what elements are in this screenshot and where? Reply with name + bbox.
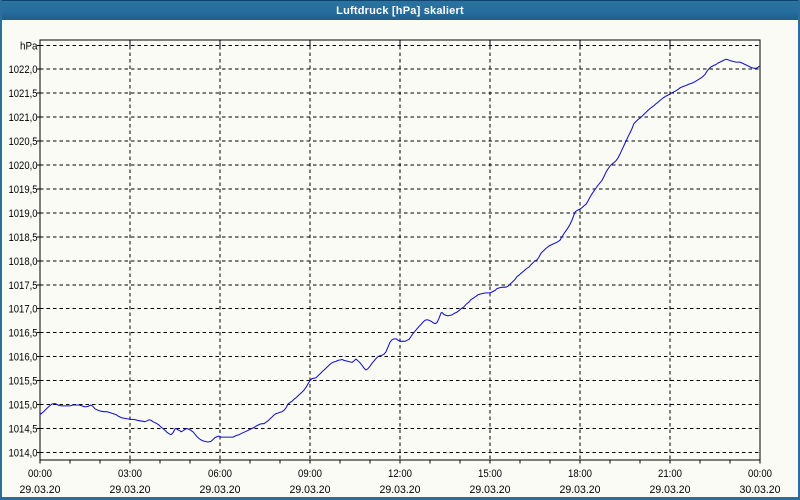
x-axis-time-label: 21:00 xyxy=(658,468,682,480)
chart-title-bar: Luftdruck [hPa] skaliert xyxy=(0,0,800,20)
pressure-curve xyxy=(39,58,760,443)
x-axis-time-label: 03:00 xyxy=(118,468,142,480)
y-axis-label: 1015,0 xyxy=(9,400,38,412)
x-axis-date-label: 29.03.20 xyxy=(200,484,241,496)
x-axis-date-label: 30.03.20 xyxy=(740,484,781,496)
y-axis-label: 1017,5 xyxy=(9,280,38,292)
y-axis-label: 1020,5 xyxy=(9,136,38,148)
y-axis-label: 1021,5 xyxy=(9,88,38,100)
y-axis-label: 1015,5 xyxy=(9,376,38,388)
chart-title: Luftdruck [hPa] skaliert xyxy=(336,5,464,17)
x-axis-time-label: 15:00 xyxy=(478,468,502,480)
x-axis-date-label: 29.03.20 xyxy=(20,484,61,496)
y-axis-label: 1014,0 xyxy=(9,447,38,459)
x-axis-time-label: 09:00 xyxy=(298,468,322,480)
x-axis-time-label: 06:00 xyxy=(208,468,232,480)
x-axis-date-label: 29.03.20 xyxy=(110,484,151,496)
y-axis-label: 1022,0 xyxy=(9,64,38,76)
x-axis-date-label: 29.03.20 xyxy=(380,484,421,496)
x-axis-date-label: 29.03.20 xyxy=(290,484,331,496)
x-axis-date-label: 29.03.20 xyxy=(560,484,601,496)
y-axis-label: 1020,0 xyxy=(9,160,38,172)
y-axis-label: 1021,0 xyxy=(9,112,38,124)
y-axis-label: hPa xyxy=(20,40,38,52)
y-axis-label: 1018,5 xyxy=(9,232,38,244)
x-axis-time-label: 00:00 xyxy=(28,468,52,480)
y-axis-label: 1016,0 xyxy=(9,352,38,364)
x-axis-date-label: 29.03.20 xyxy=(470,484,511,496)
x-axis-time-label: 00:00 xyxy=(748,468,772,480)
y-axis-label: 1014,5 xyxy=(9,423,38,435)
x-axis-time-label: 18:00 xyxy=(568,468,592,480)
y-axis-label: 1017,0 xyxy=(9,304,38,316)
y-axis-label: 1016,5 xyxy=(9,328,38,340)
y-axis-label: 1019,5 xyxy=(9,184,38,196)
x-axis-time-label: 12:00 xyxy=(388,468,412,480)
x-axis-date-label: 29.03.20 xyxy=(650,484,691,496)
plot-frame xyxy=(39,39,761,461)
y-axis-label: 1019,0 xyxy=(9,208,38,220)
y-axis-label: 1018,0 xyxy=(9,256,38,268)
